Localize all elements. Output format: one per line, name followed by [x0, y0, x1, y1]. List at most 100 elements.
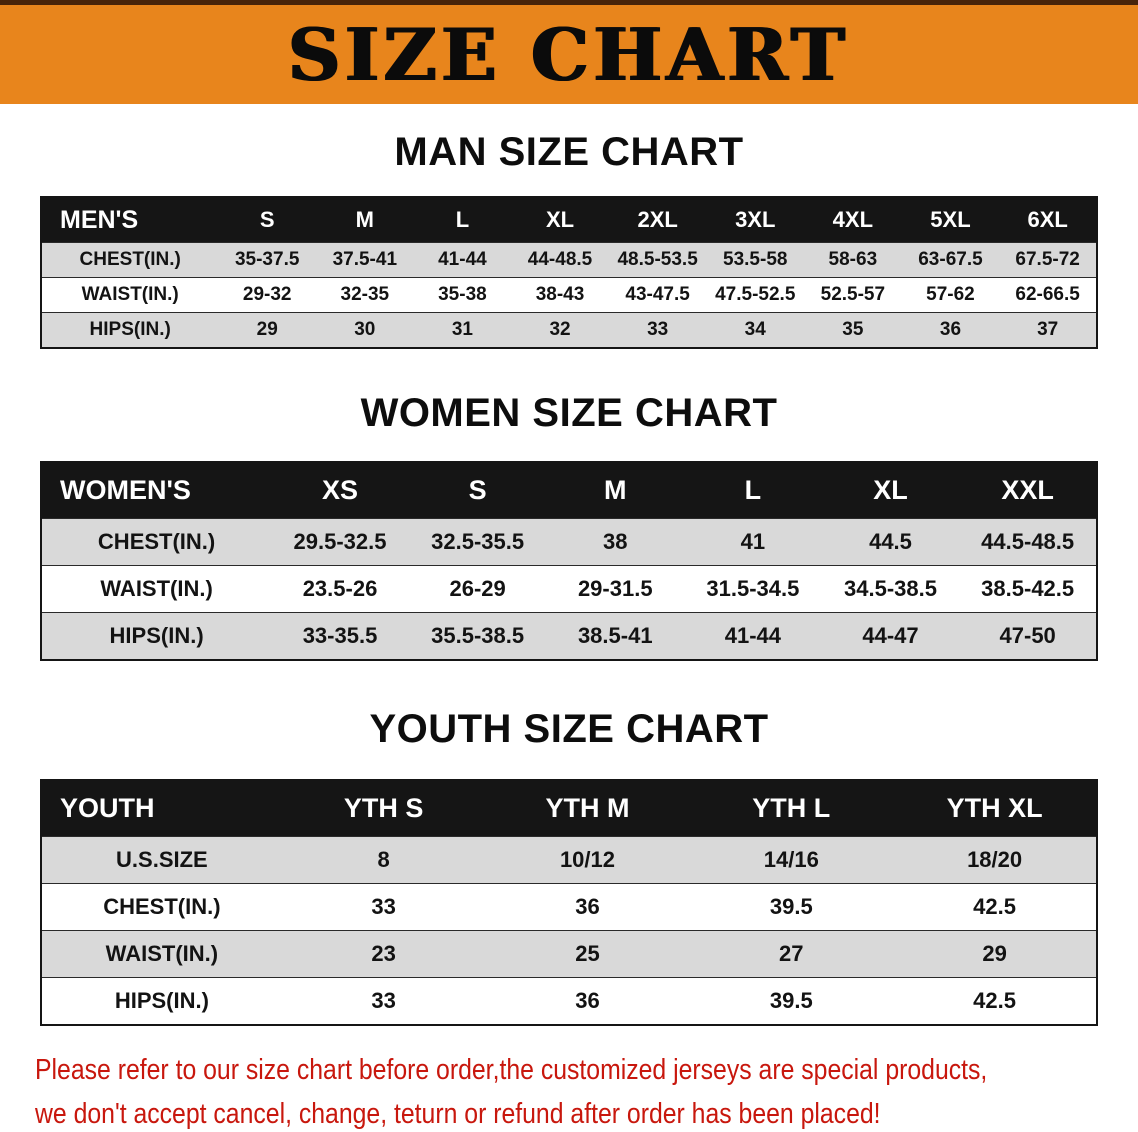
- size-column-header: XL: [511, 197, 609, 243]
- size-value: 63-67.5: [901, 242, 1000, 278]
- size-column-header: M: [316, 197, 414, 243]
- table-body: CHEST(IN.) 35-37.5 37.5-41 41-44 44-48.5 48.5…: [41, 242, 1097, 348]
- size-value: 32.5-35.5: [408, 518, 547, 566]
- size-value: 42.5: [893, 977, 1097, 1025]
- size-value: 67.5-72: [999, 242, 1097, 278]
- youth-size-heading: YOUTH SIZE CHART: [369, 707, 769, 751]
- size-value: 52.5-57: [804, 277, 902, 313]
- size-value: 48.5-53.5: [608, 242, 707, 278]
- size-value: 23: [281, 930, 486, 978]
- table-row: U.S.SIZE 8 10/12 14/16 18/20: [41, 836, 1097, 884]
- size-value: 35-37.5: [218, 242, 316, 278]
- size-column-header: XXL: [959, 462, 1097, 519]
- size-value: 29-31.5: [546, 565, 685, 613]
- row-label: CHEST(IN.): [41, 242, 219, 278]
- size-value: 41-44: [684, 612, 822, 660]
- row-label: WAIST(IN.): [41, 930, 282, 978]
- size-value: 25: [485, 930, 690, 978]
- row-label: CHEST(IN.): [41, 883, 282, 931]
- size-value: 10/12: [485, 836, 690, 884]
- size-value: 33-35.5: [271, 612, 409, 660]
- size-value: 47.5-52.5: [706, 277, 805, 313]
- size-column-header: S: [408, 462, 547, 519]
- table-row: HIPS(IN.) 29 30 31 32 33 34 35 36 37: [41, 312, 1097, 348]
- size-value: 44-48.5: [511, 242, 609, 278]
- size-column-header: XS: [271, 462, 409, 519]
- women-size-table: WOMEN'S XS S M L XL XXL CHEST(IN.) 29.5-32.5 32.5…: [40, 461, 1098, 661]
- size-value: 44.5-48.5: [959, 518, 1097, 566]
- size-value: 23.5-26: [271, 565, 409, 613]
- size-value: 35.5-38.5: [408, 612, 547, 660]
- size-value: 33: [608, 312, 707, 348]
- size-value: 43-47.5: [608, 277, 707, 313]
- women-size-section: WOMEN SIZE CHART WOMEN'S XS S M L XL XXL CHEST(…: [0, 389, 1138, 661]
- size-value: 27: [689, 930, 894, 978]
- size-value: 34: [706, 312, 805, 348]
- table-row: WAIST(IN.) 29-32 32-35 35-38 38-43 43-47.5 47.…: [41, 277, 1097, 313]
- size-value: 39.5: [689, 977, 894, 1025]
- row-label: HIPS(IN.): [41, 312, 219, 348]
- table-row: CHEST(IN.) 29.5-32.5 32.5-35.5 38 41 44.5 44.5…: [41, 518, 1097, 566]
- size-value: 36: [485, 977, 690, 1025]
- size-value: 42.5: [893, 883, 1097, 931]
- size-value: 31: [413, 312, 512, 348]
- size-column-header: YTH XL: [893, 780, 1097, 837]
- size-value: 53.5-58: [706, 242, 805, 278]
- size-value: 44.5: [821, 518, 960, 566]
- size-value: 29.5-32.5: [271, 518, 409, 566]
- size-value: 62-66.5: [999, 277, 1097, 313]
- disclaimer: Please refer to our size chart before or…: [35, 1048, 1103, 1132]
- size-value: 37: [999, 312, 1097, 348]
- size-value: 47-50: [959, 612, 1097, 660]
- size-value: 33: [281, 977, 486, 1025]
- table-corner-label: YOUTH: [41, 780, 282, 837]
- size-value: 38.5-42.5: [959, 565, 1097, 613]
- table-corner-label: WOMEN'S: [41, 462, 272, 519]
- table-row: HIPS(IN.) 33-35.5 35.5-38.5 38.5-41 41-44 44-…: [41, 612, 1097, 660]
- size-value: 34.5-38.5: [821, 565, 960, 613]
- disclaimer-line-2: we don't accept cancel, change, teturn o…: [35, 1098, 881, 1130]
- size-column-header: 3XL: [706, 197, 805, 243]
- table-head: MEN'S S M L XL 2XL 3XL 4XL 5XL 6XL: [41, 197, 1097, 243]
- size-column-header: L: [413, 197, 512, 243]
- size-column-header: 4XL: [804, 197, 902, 243]
- table-row: HIPS(IN.) 33 36 39.5 42.5: [41, 977, 1097, 1025]
- size-column-header: 6XL: [999, 197, 1097, 243]
- size-value: 38.5-41: [546, 612, 685, 660]
- youth-size-section: YOUTH SIZE CHART YOUTH YTH S YTH M YTH L YTH…: [0, 705, 1138, 1026]
- size-value: 32-35: [316, 277, 414, 313]
- table-header-row: WOMEN'S XS S M L XL XXL: [41, 462, 1097, 519]
- table-body: CHEST(IN.) 29.5-32.5 32.5-35.5 38 41 44.5 44.5…: [41, 518, 1097, 660]
- page-title: SIZE CHART: [288, 11, 850, 97]
- size-value: 36: [485, 883, 690, 931]
- man-size-table: MEN'S S M L XL 2XL 3XL 4XL 5XL 6XL CHEST(IN.) 35-37…: [40, 196, 1098, 349]
- size-value: 14/16: [689, 836, 894, 884]
- youth-size-table: YOUTH YTH S YTH M YTH L YTH XL U.S.SIZE 8 10/12…: [40, 779, 1098, 1026]
- size-column-header: YTH S: [281, 780, 486, 837]
- size-value: 31.5-34.5: [684, 565, 822, 613]
- row-label: CHEST(IN.): [41, 518, 272, 566]
- size-column-header: XL: [821, 462, 960, 519]
- table-corner-label: MEN'S: [41, 197, 219, 243]
- table-row: CHEST(IN.) 35-37.5 37.5-41 41-44 44-48.5 48.5…: [41, 242, 1097, 278]
- size-column-header: M: [546, 462, 685, 519]
- size-value: 26-29: [408, 565, 547, 613]
- size-value: 41-44: [413, 242, 512, 278]
- size-value: 38-43: [511, 277, 609, 313]
- table-row: WAIST(IN.) 23 25 27 29: [41, 930, 1097, 978]
- size-value: 37.5-41: [316, 242, 414, 278]
- disclaimer-line-1: Please refer to our size chart before or…: [35, 1054, 988, 1086]
- size-value: 18/20: [893, 836, 1097, 884]
- table-head: WOMEN'S XS S M L XL XXL: [41, 462, 1097, 519]
- table-row: WAIST(IN.) 23.5-26 26-29 29-31.5 31.5-34.5 34…: [41, 565, 1097, 613]
- row-label: U.S.SIZE: [41, 836, 282, 884]
- size-value: 35-38: [413, 277, 512, 313]
- banner: SIZE CHART: [0, 0, 1138, 104]
- size-value: 29: [893, 930, 1097, 978]
- size-value: 38: [546, 518, 685, 566]
- size-value: 33: [281, 883, 486, 931]
- size-value: 44-47: [821, 612, 960, 660]
- table-header-row: YOUTH YTH S YTH M YTH L YTH XL: [41, 780, 1097, 837]
- table-header-row: MEN'S S M L XL 2XL 3XL 4XL 5XL 6XL: [41, 197, 1097, 243]
